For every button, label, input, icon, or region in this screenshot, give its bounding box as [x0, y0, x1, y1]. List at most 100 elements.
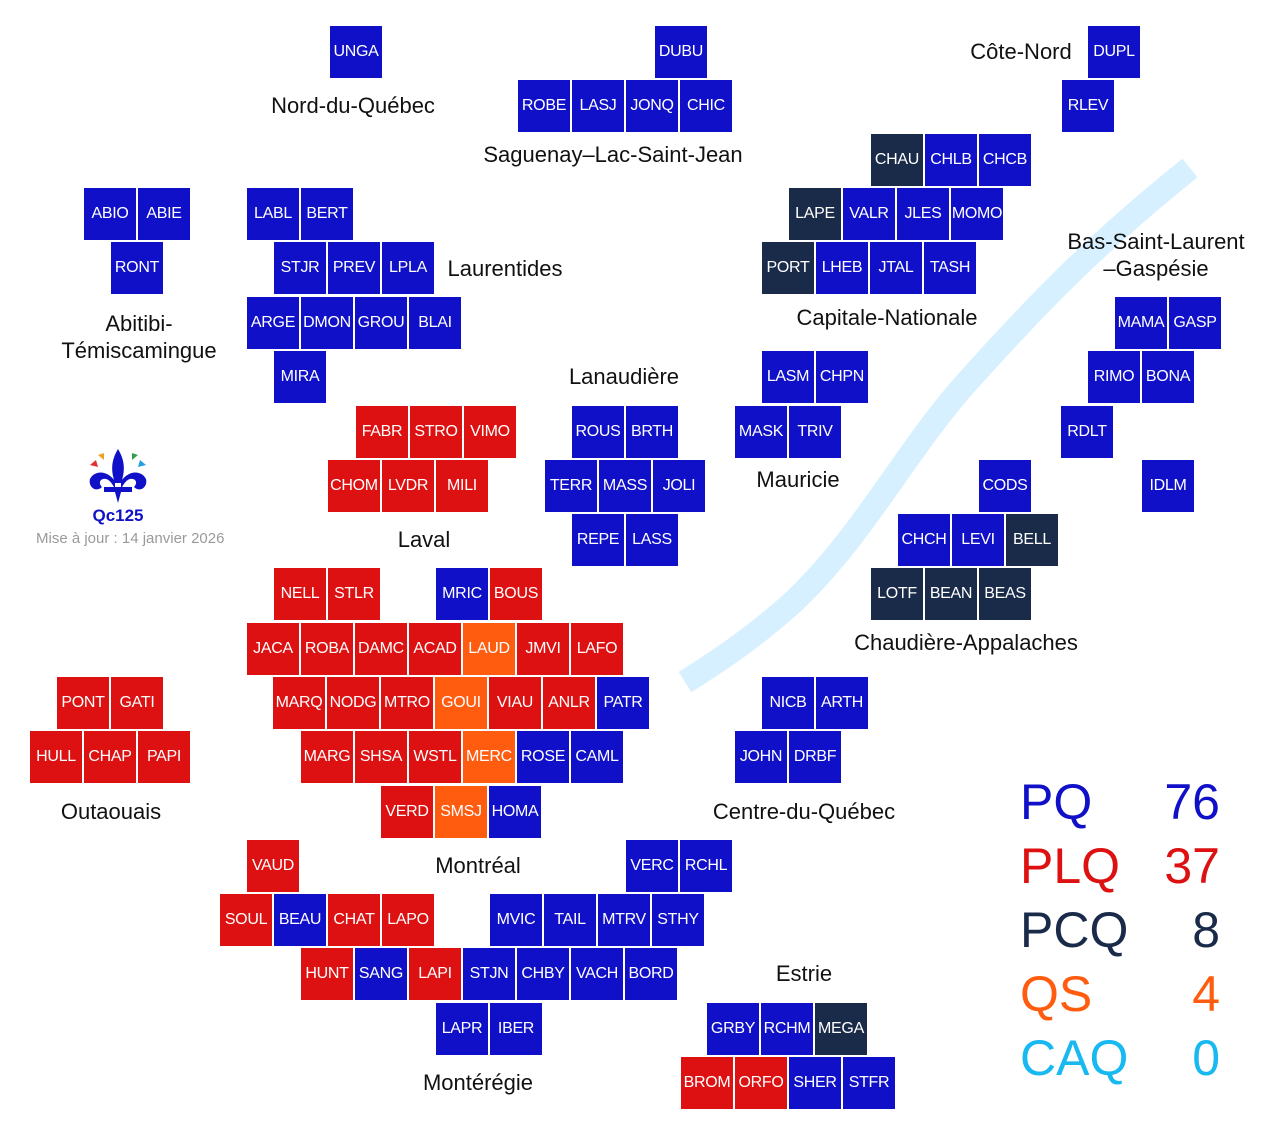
riding-tile-rous[interactable]: ROUS [572, 406, 624, 458]
riding-tile-bert[interactable]: BERT [301, 188, 353, 240]
riding-tile-mass[interactable]: MASS [599, 460, 651, 512]
riding-tile-mask[interactable]: MASK [735, 406, 787, 458]
riding-tile-chch[interactable]: CHCH [898, 514, 950, 566]
riding-tile-grby[interactable]: GRBY [707, 1003, 759, 1055]
riding-tile-roba[interactable]: ROBA [301, 623, 353, 675]
riding-tile-lvdr[interactable]: LVDR [382, 460, 434, 512]
riding-tile-chpn[interactable]: CHPN [816, 351, 868, 403]
riding-tile-soul[interactable]: SOUL [220, 894, 272, 946]
riding-tile-stlr[interactable]: STLR [328, 568, 380, 620]
riding-tile-nicb[interactable]: NICB [762, 677, 814, 729]
riding-tile-lasm[interactable]: LASM [762, 351, 814, 403]
riding-tile-arge[interactable]: ARGE [247, 297, 299, 349]
riding-tile-abie[interactable]: ABIE [138, 188, 190, 240]
riding-tile-merc[interactable]: MERC [463, 731, 515, 783]
riding-tile-beau[interactable]: BEAU [274, 894, 326, 946]
riding-tile-triv[interactable]: TRIV [789, 406, 841, 458]
riding-tile-valr[interactable]: VALR [843, 188, 895, 240]
riding-tile-sang[interactable]: SANG [355, 948, 407, 1000]
riding-tile-smsj[interactable]: SMSJ [435, 786, 487, 838]
riding-tile-rimo[interactable]: RIMO [1088, 351, 1140, 403]
riding-tile-dmon[interactable]: DMON [301, 297, 353, 349]
riding-tile-gati[interactable]: GATI [111, 677, 163, 729]
riding-tile-pont[interactable]: PONT [57, 677, 109, 729]
riding-tile-levi[interactable]: LEVI [952, 514, 1004, 566]
riding-tile-stjr[interactable]: STJR [274, 242, 326, 294]
riding-tile-homa[interactable]: HOMA [489, 786, 541, 838]
riding-tile-bean[interactable]: BEAN [925, 568, 977, 620]
riding-tile-abio[interactable]: ABIO [84, 188, 136, 240]
riding-tile-anlr[interactable]: ANLR [543, 677, 595, 729]
riding-tile-lheb[interactable]: LHEB [816, 242, 868, 294]
riding-tile-tail[interactable]: TAIL [544, 894, 596, 946]
riding-tile-rlev[interactable]: RLEV [1062, 80, 1114, 132]
riding-tile-marg[interactable]: MARG [301, 731, 353, 783]
riding-tile-labl[interactable]: LABL [247, 188, 299, 240]
riding-tile-rchm[interactable]: RCHM [761, 1003, 813, 1055]
riding-tile-iber[interactable]: IBER [490, 1003, 542, 1055]
riding-tile-bell[interactable]: BELL [1006, 514, 1058, 566]
riding-tile-chat[interactable]: CHAT [328, 894, 380, 946]
riding-tile-goui[interactable]: GOUI [435, 677, 487, 729]
riding-tile-stfr[interactable]: STFR [843, 1057, 895, 1109]
riding-tile-prev[interactable]: PREV [328, 242, 380, 294]
riding-tile-rdlt[interactable]: RDLT [1061, 406, 1113, 458]
riding-tile-viau[interactable]: VIAU [489, 677, 541, 729]
riding-tile-wstl[interactable]: WSTL [409, 731, 461, 783]
riding-tile-verc[interactable]: VERC [626, 840, 678, 892]
riding-tile-sher[interactable]: SHER [789, 1057, 841, 1109]
riding-tile-jtal[interactable]: JTAL [870, 242, 922, 294]
riding-tile-lotf[interactable]: LOTF [871, 568, 923, 620]
riding-tile-jmvi[interactable]: JMVI [517, 623, 569, 675]
riding-tile-idlm[interactable]: IDLM [1142, 460, 1194, 512]
riding-tile-dupl[interactable]: DUPL [1088, 26, 1140, 78]
riding-tile-hunt[interactable]: HUNT [301, 948, 353, 1000]
riding-tile-lapi[interactable]: LAPI [409, 948, 461, 1000]
riding-tile-joli[interactable]: JOLI [653, 460, 705, 512]
riding-tile-cods[interactable]: CODS [979, 460, 1031, 512]
riding-tile-damc[interactable]: DAMC [355, 623, 407, 675]
riding-tile-chom[interactable]: CHOM [328, 460, 380, 512]
riding-tile-chap[interactable]: CHAP [84, 731, 136, 783]
riding-tile-vimo[interactable]: VIMO [464, 406, 516, 458]
riding-tile-acad[interactable]: ACAD [409, 623, 461, 675]
riding-tile-brth[interactable]: BRTH [626, 406, 678, 458]
riding-tile-grou[interactable]: GROU [355, 297, 407, 349]
riding-tile-mtrv[interactable]: MTRV [598, 894, 650, 946]
riding-tile-lapo[interactable]: LAPO [382, 894, 434, 946]
riding-tile-shsa[interactable]: SHSA [355, 731, 407, 783]
riding-tile-momo[interactable]: MOMO [951, 188, 1003, 240]
riding-tile-lpla[interactable]: LPLA [382, 242, 434, 294]
riding-tile-beas[interactable]: BEAS [979, 568, 1031, 620]
riding-tile-terr[interactable]: TERR [545, 460, 597, 512]
riding-tile-dubu[interactable]: DUBU [655, 26, 707, 78]
riding-tile-chau[interactable]: CHAU [871, 134, 923, 186]
riding-tile-caml[interactable]: CAML [571, 731, 623, 783]
riding-tile-vach[interactable]: VACH [571, 948, 623, 1000]
riding-tile-lasj[interactable]: LASJ [572, 80, 624, 132]
riding-tile-papi[interactable]: PAPI [138, 731, 190, 783]
riding-tile-jles[interactable]: JLES [897, 188, 949, 240]
riding-tile-sthy[interactable]: STHY [652, 894, 704, 946]
riding-tile-unga[interactable]: UNGA [330, 26, 382, 78]
riding-tile-bona[interactable]: BONA [1142, 351, 1194, 403]
riding-tile-mvic[interactable]: MVIC [490, 894, 542, 946]
riding-tile-mega[interactable]: MEGA [815, 1003, 867, 1055]
riding-tile-robe[interactable]: ROBE [518, 80, 570, 132]
riding-tile-nell[interactable]: NELL [274, 568, 326, 620]
riding-tile-lape[interactable]: LAPE [789, 188, 841, 240]
riding-tile-mama[interactable]: MAMA [1115, 297, 1167, 349]
riding-tile-chic[interactable]: CHIC [680, 80, 732, 132]
riding-tile-mira[interactable]: MIRA [274, 351, 326, 403]
riding-tile-gasp[interactable]: GASP [1169, 297, 1221, 349]
riding-tile-blai[interactable]: BLAI [409, 297, 461, 349]
riding-tile-jaca[interactable]: JACA [247, 623, 299, 675]
riding-tile-marq[interactable]: MARQ [273, 677, 325, 729]
riding-tile-bord[interactable]: BORD [625, 948, 677, 1000]
riding-tile-laud[interactable]: LAUD [463, 623, 515, 675]
riding-tile-lafo[interactable]: LAFO [571, 623, 623, 675]
riding-tile-repe[interactable]: REPE [572, 514, 624, 566]
riding-tile-chlb[interactable]: CHLB [925, 134, 977, 186]
riding-tile-fabr[interactable]: FABR [356, 406, 408, 458]
riding-tile-patr[interactable]: PATR [597, 677, 649, 729]
